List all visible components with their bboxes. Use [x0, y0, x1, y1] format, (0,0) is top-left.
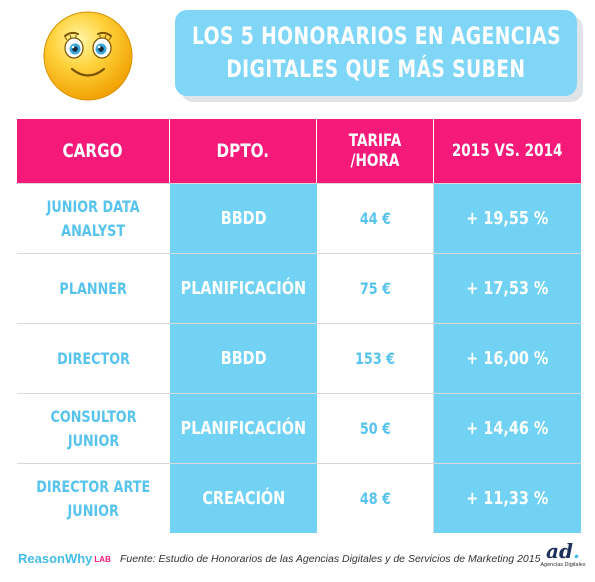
- cell-variacion: + 11,33 %: [434, 463, 581, 533]
- cell-tarifa: 44 €: [317, 183, 434, 253]
- cell-cargo: JUNIOR DATA ANALYST: [17, 183, 170, 253]
- header-variacion: 2015 VS. 2014: [434, 119, 581, 183]
- cell-cargo: PLANNER: [17, 253, 170, 323]
- brand-name: ReasonWhy: [18, 551, 93, 566]
- cell-variacion: + 19,55 %: [434, 183, 581, 253]
- cell-dpto: BBDD: [170, 183, 317, 253]
- cell-tarifa: 50 €: [317, 393, 434, 463]
- header-dpto: DPTO.: [170, 119, 317, 183]
- honorarios-table: CARGO DPTO. TARIFA /HORA 2015 VS. 2014 J…: [17, 119, 581, 533]
- title-banner: LOS 5 HONORARIOS EN AGENCIAS DIGITALES Q…: [175, 10, 577, 96]
- cell-dpto: BBDD: [170, 323, 317, 393]
- header-cargo: CARGO: [17, 119, 170, 183]
- table-header-row: CARGO DPTO. TARIFA /HORA 2015 VS. 2014: [17, 119, 581, 183]
- cell-tarifa: 75 €: [317, 253, 434, 323]
- cell-cargo: CONSULTOR JUNIOR: [17, 393, 170, 463]
- logo-dot: .: [572, 539, 580, 563]
- table-row: JUNIOR DATA ANALYST BBDD 44 € + 19,55 %: [17, 183, 581, 253]
- cell-variacion: + 14,46 %: [434, 393, 581, 463]
- ad-agencias-digitales-logo: ad. Agencias Digitales: [540, 540, 586, 576]
- cell-cargo: DIRECTOR ARTE JUNIOR: [17, 463, 170, 533]
- brand-suffix: LAB: [94, 555, 111, 564]
- smiley-face-icon: [43, 11, 133, 101]
- cell-cargo: DIRECTOR: [17, 323, 170, 393]
- table-row: DIRECTOR BBDD 153 € + 16,00 %: [17, 323, 581, 393]
- cell-dpto: PLANIFICACIÓN: [170, 253, 317, 323]
- logo-text: ad: [546, 539, 573, 563]
- header-tarifa: TARIFA /HORA: [317, 119, 434, 183]
- title-line-1: LOS 5 HONORARIOS EN AGENCIAS: [191, 22, 561, 50]
- reasonwhy-lab-logo: ReasonWhy LAB: [18, 551, 111, 566]
- cell-tarifa: 48 €: [317, 463, 434, 533]
- logo-subtitle: Agencias Digitales: [540, 562, 586, 568]
- table-row: PLANNER PLANIFICACIÓN 75 € + 17,53 %: [17, 253, 581, 323]
- cell-variacion: + 17,53 %: [434, 253, 581, 323]
- title-line-2: DIGITALES QUE MÁS SUBEN: [226, 55, 526, 83]
- cell-variacion: + 16,00 %: [434, 323, 581, 393]
- cell-dpto: PLANIFICACIÓN: [170, 393, 317, 463]
- cell-tarifa: 153 €: [317, 323, 434, 393]
- source-note: Fuente: Estudio de Honorarios de las Age…: [120, 553, 541, 565]
- cell-dpto: CREACIÓN: [170, 463, 317, 533]
- table-row: DIRECTOR ARTE JUNIOR CREACIÓN 48 € + 11,3…: [17, 463, 581, 533]
- table-row: CONSULTOR JUNIOR PLANIFICACIÓN 50 € + 14…: [17, 393, 581, 463]
